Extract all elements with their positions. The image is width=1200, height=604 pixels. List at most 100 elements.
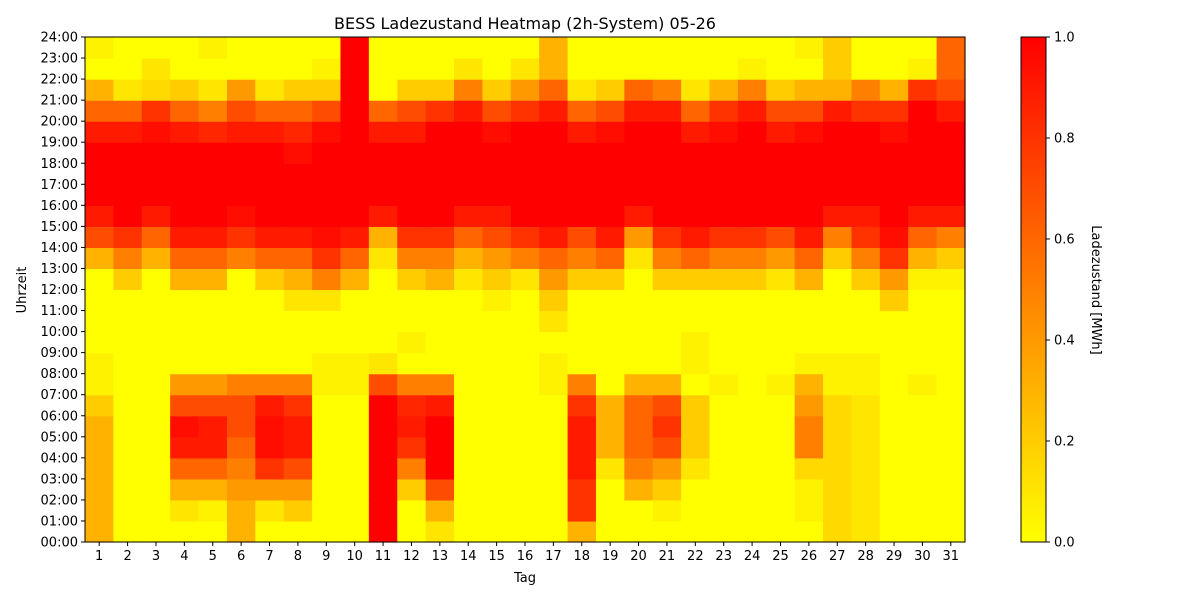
heat-cell	[141, 499, 171, 522]
heat-cell	[823, 499, 853, 522]
heat-cell	[170, 478, 200, 501]
heat-cell	[539, 331, 569, 354]
heat-cell	[113, 205, 143, 227]
heat-cell	[454, 331, 484, 354]
heat-cell	[85, 58, 114, 80]
heat-cell	[198, 478, 228, 501]
heat-cell	[170, 184, 200, 206]
x-tick-label: 10	[346, 549, 363, 564]
heat-cell	[340, 373, 370, 396]
heat-cell	[170, 520, 200, 543]
x-tick-label: 30	[914, 549, 931, 564]
heat-cell	[766, 247, 796, 270]
heat-cell	[652, 415, 682, 438]
heat-cell	[539, 268, 569, 291]
heat-cell	[340, 331, 370, 354]
heat-cell	[368, 268, 398, 291]
heat-cell	[198, 226, 228, 249]
colorbar-tick-label: 0.2	[1054, 435, 1075, 450]
heat-cell	[737, 352, 767, 375]
heat-cell	[851, 331, 881, 354]
y-tick-label: 22:00	[41, 73, 78, 88]
heat-cell	[851, 226, 881, 249]
heat-cell	[340, 478, 370, 501]
heat-cell	[482, 58, 512, 80]
heat-cell	[681, 205, 711, 227]
heat-cell	[368, 247, 398, 270]
heat-cell	[482, 289, 512, 312]
heat-cell	[766, 394, 796, 417]
heat-cell	[936, 58, 966, 80]
heat-cell	[766, 352, 796, 375]
heat-cell	[340, 226, 370, 249]
heat-cell	[624, 415, 654, 438]
heat-cell	[823, 247, 853, 270]
heat-cell	[709, 79, 739, 101]
colorbar-ticks: 0.0 0.2 0.4 0.6 0.8 1.0	[1046, 31, 1075, 551]
heat-cell	[879, 205, 909, 227]
heat-cell	[141, 226, 171, 249]
heat-cell	[397, 415, 427, 438]
heat-cell	[283, 205, 313, 227]
heat-cell	[539, 415, 569, 438]
heat-cell	[283, 163, 313, 185]
heat-cell	[340, 310, 370, 333]
heat-cell	[539, 163, 569, 185]
heat-cell	[709, 520, 739, 543]
heat-cell	[454, 142, 484, 164]
heat-cell	[510, 436, 540, 459]
heat-cell	[141, 289, 171, 312]
heat-cell	[851, 268, 881, 291]
heat-cell	[908, 226, 938, 249]
y-tick-label: 18:00	[41, 157, 78, 172]
heat-cell	[85, 226, 114, 249]
heat-cell	[737, 436, 767, 459]
heat-cell	[226, 226, 256, 249]
heat-cell	[823, 520, 853, 543]
heat-cell	[198, 247, 228, 270]
heat-cell	[454, 520, 484, 543]
heat-cell	[681, 436, 711, 459]
heat-cell	[170, 499, 200, 522]
heat-cell	[652, 520, 682, 543]
heat-cell	[368, 226, 398, 249]
x-tick-label: 21	[659, 549, 676, 564]
heat-cell	[823, 142, 853, 164]
heat-cell	[851, 121, 881, 143]
heat-cell	[368, 37, 398, 59]
heat-cell	[141, 373, 171, 396]
heat-cell	[255, 268, 285, 291]
heat-cell	[908, 415, 938, 438]
heat-cell	[283, 100, 313, 122]
heat-cell	[368, 478, 398, 501]
heat-cell	[766, 520, 796, 543]
heat-cell	[454, 310, 484, 333]
heat-cell	[794, 352, 824, 375]
x-tick-label: 25	[772, 549, 789, 564]
heat-cell	[340, 121, 370, 143]
heat-cell	[312, 226, 342, 249]
heat-cell	[936, 184, 966, 206]
heat-cell	[595, 352, 625, 375]
heat-cell	[936, 478, 966, 501]
heat-cell	[283, 373, 313, 396]
x-axis-ticks: 1 2 3 4 5 6 7 8 9 10 11 12 13 14 15 16 17 18 19 20 21 22 23 24 2…	[95, 542, 959, 564]
heat-cell	[624, 289, 654, 312]
heat-cell	[766, 499, 796, 522]
heat-cell	[482, 478, 512, 501]
heat-cell	[539, 58, 569, 80]
heat-cell	[226, 373, 256, 396]
heat-cell	[283, 79, 313, 101]
heat-cell	[851, 142, 881, 164]
heat-cell	[397, 205, 427, 227]
heat-cell	[879, 310, 909, 333]
y-tick-label: 19:00	[41, 136, 78, 151]
heat-cell	[113, 394, 143, 417]
heat-cell	[595, 247, 625, 270]
heat-cell	[85, 373, 114, 396]
heat-cell	[113, 247, 143, 270]
heat-cell	[255, 310, 285, 333]
heat-cell	[851, 100, 881, 122]
heat-cell	[198, 121, 228, 143]
y-tick-label: 14:00	[41, 241, 78, 256]
